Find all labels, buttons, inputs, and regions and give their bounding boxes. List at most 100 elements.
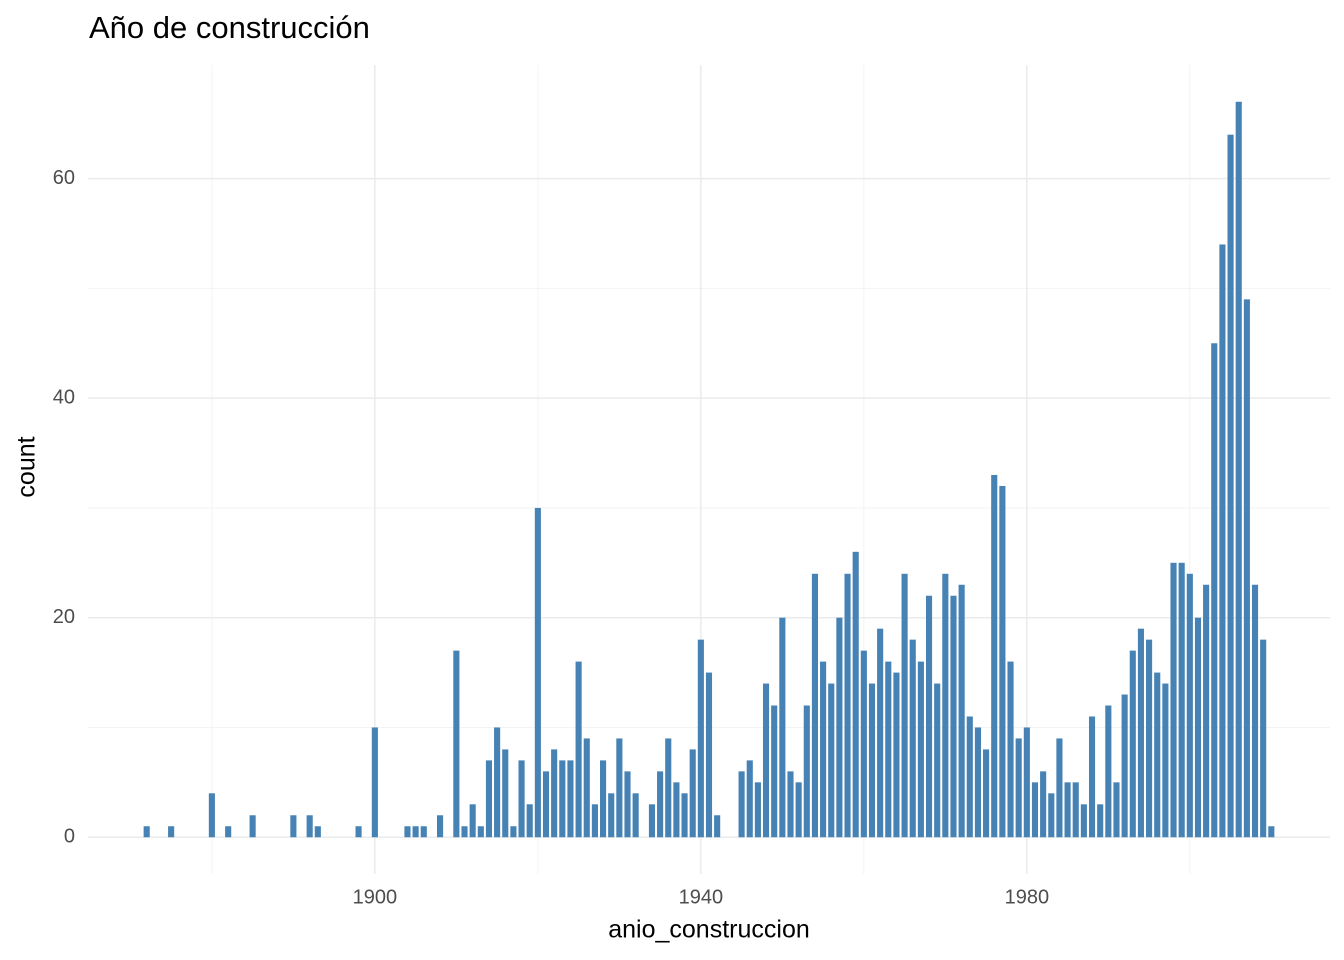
bar [1129,650,1136,838]
bar [648,804,656,838]
bar [314,826,321,838]
bar [1178,562,1185,838]
bar [860,650,867,838]
bar [567,760,574,838]
bar [901,573,908,838]
bar [754,782,761,838]
bar [1260,639,1267,838]
bar [1186,573,1193,838]
bar [518,760,525,838]
bar [494,727,501,838]
bar [738,771,745,838]
bar [681,793,688,838]
bar [909,639,916,838]
bar [697,639,704,838]
bar [477,826,484,838]
bar [665,738,672,838]
bar [208,793,215,838]
bar [925,595,933,838]
x-tick-label: 1980 [1005,886,1050,908]
bar [404,826,411,838]
bar [779,617,786,838]
bar [917,661,924,838]
bar [1097,804,1104,838]
bar [1211,343,1218,838]
bar [143,826,150,838]
bar [510,826,517,838]
bar [877,628,884,838]
bar [836,617,843,838]
bar [1268,826,1275,838]
bar [934,683,941,838]
bar [290,815,297,838]
bar [942,573,949,838]
bar [599,760,607,838]
bar [1105,705,1112,838]
bar [551,749,558,838]
bar [371,727,378,838]
bar [1203,584,1210,838]
bar [1243,299,1250,838]
bar [787,771,794,838]
bar [437,815,444,838]
bar [1194,617,1202,838]
bar [355,826,362,838]
bar [485,760,493,838]
bar [795,782,802,838]
bar [583,738,590,838]
y-tick-label: 0 [64,826,75,848]
bar [966,716,973,838]
bar [608,793,615,838]
bar [542,771,550,838]
bar [1064,782,1071,838]
y-axis-title: count [13,436,41,497]
bar [461,826,468,838]
bar [420,826,427,838]
bar [469,804,476,838]
bar [1031,782,1039,838]
bar [999,485,1006,838]
bar [616,738,623,838]
y-tick-label: 20 [53,606,75,628]
bar [168,826,175,838]
bar [559,760,566,838]
y-tick-label: 60 [53,167,75,189]
bar [502,749,509,838]
bar [811,573,819,838]
bar [1227,134,1234,838]
bar [1219,244,1226,838]
bar [991,474,998,838]
bar [950,595,957,838]
x-tick-label: 1900 [353,886,398,908]
bar [1007,661,1014,838]
bar [591,804,598,838]
bar [306,815,313,838]
chart-title: Año de construcción [89,10,370,45]
bar [657,771,664,838]
bar [820,661,827,838]
bar [1154,672,1161,838]
bar [771,705,778,838]
bar [1251,584,1259,838]
bar [852,551,859,838]
bar [673,782,680,838]
bar [1235,101,1242,838]
bar [958,584,965,838]
bar [1048,793,1055,838]
bar [828,683,835,838]
bar [803,705,810,838]
bar [249,815,256,838]
bar [1023,727,1030,838]
bar [762,683,770,838]
bar [1137,628,1144,838]
x-axis-title: anio_construccion [608,916,810,944]
bar [624,771,631,838]
bar [575,661,582,838]
bar [689,749,696,838]
bar [1015,738,1022,838]
bar [1088,716,1096,838]
bar [714,815,721,838]
bar [1056,738,1063,838]
bar [893,672,900,838]
